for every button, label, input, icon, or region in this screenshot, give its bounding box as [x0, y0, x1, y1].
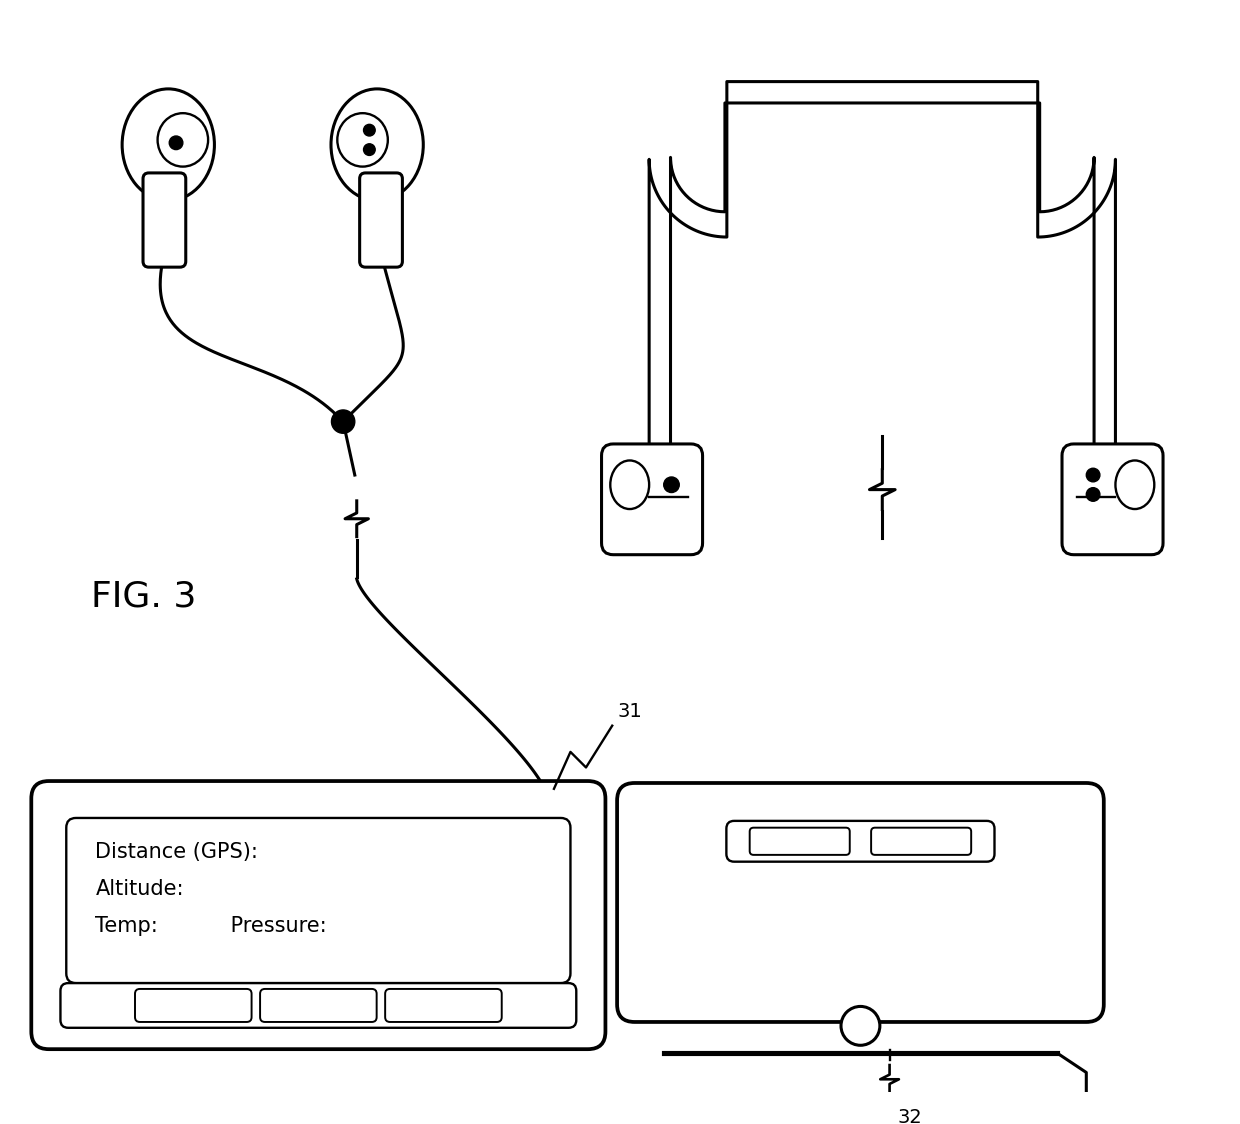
Ellipse shape [610, 461, 650, 509]
Ellipse shape [337, 114, 388, 166]
Circle shape [1086, 469, 1100, 482]
FancyBboxPatch shape [143, 173, 186, 268]
FancyBboxPatch shape [601, 444, 703, 555]
Ellipse shape [122, 89, 215, 200]
Text: 32: 32 [898, 1108, 923, 1124]
Text: Temp:           Pressure:: Temp: Pressure: [95, 916, 327, 936]
FancyBboxPatch shape [360, 173, 403, 268]
Text: Distance (GPS):: Distance (GPS): [95, 842, 258, 862]
Circle shape [331, 410, 355, 433]
FancyBboxPatch shape [618, 783, 1104, 1022]
Text: FIG. 3: FIG. 3 [91, 580, 196, 614]
Ellipse shape [1116, 461, 1154, 509]
Ellipse shape [331, 89, 423, 200]
Ellipse shape [157, 114, 208, 166]
Circle shape [363, 144, 376, 155]
Circle shape [363, 125, 376, 136]
FancyBboxPatch shape [750, 827, 849, 855]
FancyBboxPatch shape [1061, 444, 1163, 555]
FancyBboxPatch shape [872, 827, 971, 855]
FancyBboxPatch shape [135, 989, 252, 1022]
FancyBboxPatch shape [386, 989, 502, 1022]
Text: 31: 31 [618, 701, 642, 720]
Circle shape [169, 136, 182, 149]
Text: Altitude:: Altitude: [95, 879, 184, 899]
FancyBboxPatch shape [66, 818, 570, 984]
Circle shape [841, 1006, 880, 1045]
Circle shape [663, 477, 680, 492]
FancyBboxPatch shape [61, 984, 577, 1027]
FancyBboxPatch shape [260, 989, 377, 1022]
Circle shape [1086, 488, 1100, 501]
FancyBboxPatch shape [727, 821, 994, 862]
FancyBboxPatch shape [31, 781, 605, 1049]
